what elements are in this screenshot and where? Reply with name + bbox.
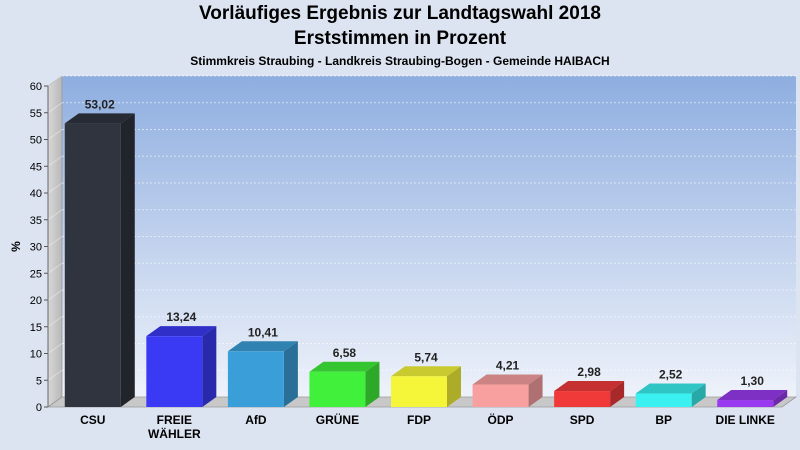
y-tick-label: 60 — [30, 81, 42, 93]
bar — [146, 326, 217, 407]
bar — [227, 341, 298, 407]
bar-value-label: 2,52 — [659, 368, 683, 382]
bar-top — [227, 341, 298, 352]
bar-front — [391, 376, 447, 407]
y-tick-label: 50 — [30, 135, 42, 147]
bar-top — [146, 326, 217, 337]
bar — [717, 390, 788, 407]
grid-line-side — [47, 343, 63, 354]
y-tick-label: 10 — [30, 349, 42, 361]
chart-title: Vorläufiges Ergebnis zur Landtagswahl 20… — [199, 3, 601, 24]
bar-top — [717, 390, 788, 401]
bar — [309, 361, 380, 407]
bar — [554, 381, 625, 407]
bar-side — [773, 390, 788, 407]
x-tick-label: CSU — [80, 413, 105, 427]
grid-line-side — [47, 155, 63, 167]
bar-top — [391, 366, 461, 377]
y-tick-label: 45 — [30, 161, 42, 173]
grid-line-side — [47, 236, 63, 247]
bar-value-label: 5,74 — [414, 350, 438, 364]
bar-side — [528, 374, 543, 407]
grid-line-side — [47, 75, 63, 87]
bar-front — [635, 393, 692, 407]
bar-front — [64, 123, 121, 407]
x-tick-label: FDP — [407, 413, 431, 427]
bar-value-label: 2,98 — [577, 365, 601, 379]
bar — [472, 374, 543, 407]
bar-top — [554, 381, 625, 392]
grid-line-side — [47, 102, 63, 114]
grid-line-side — [47, 316, 63, 328]
y-axis-label: % — [9, 241, 23, 252]
y-tick-label: 25 — [30, 268, 42, 280]
bar — [391, 366, 461, 407]
chart-subtitle: Erststimmen in Prozent — [293, 28, 507, 49]
bar-top — [635, 383, 706, 394]
bar-value-label: 10,41 — [248, 325, 278, 339]
y-axis: 0 5 10 15 20 25 30 35 40 45 50 55 60% — [9, 81, 49, 414]
bar-front — [309, 371, 366, 407]
grid-line-side — [47, 369, 63, 381]
bar-front — [472, 384, 529, 407]
bar-value-label: 53,02 — [85, 97, 115, 111]
bar-front — [554, 391, 611, 407]
bar-front — [146, 336, 203, 407]
bar-side — [447, 366, 461, 407]
bar-value-label: 1,30 — [741, 374, 765, 388]
x-tick-label: AfD — [245, 413, 267, 427]
y-tick-label: 55 — [30, 108, 42, 120]
y-tick-label: 30 — [30, 242, 42, 254]
grid-lines — [47, 75, 796, 381]
grid-line-side — [47, 182, 63, 194]
bar-side — [120, 113, 135, 407]
bar-side — [365, 361, 380, 407]
bar-side — [202, 326, 217, 407]
bar-value-label: 13,24 — [166, 310, 196, 324]
bar-side — [610, 381, 625, 407]
bar — [635, 383, 706, 407]
y-tick-label: 15 — [30, 322, 42, 334]
x-tick-label: ÖDP — [488, 412, 514, 427]
grid-line-side — [47, 262, 63, 274]
x-tick-label: FREIE — [157, 413, 192, 427]
x-tick-label: BP — [655, 413, 672, 427]
bar-front — [717, 400, 774, 407]
bar-value-label: 6,58 — [333, 346, 357, 360]
y-tick-label: 20 — [30, 295, 42, 307]
y-tick-label: 35 — [30, 215, 42, 227]
y-tick-label: 40 — [30, 188, 42, 200]
region-label: Stimmkreis Straubing - Landkreis Straubi… — [190, 54, 610, 68]
bar-side — [691, 383, 706, 407]
bars: 53,02 13,24 10,41 6,58 5,74 4,21 2,98 2,52 1,30 — [64, 97, 788, 407]
bar-top — [472, 374, 543, 385]
grid-line-side — [47, 289, 63, 301]
bar-top — [309, 361, 380, 372]
bar-value-label: 4,21 — [496, 358, 520, 372]
grid-line-side — [47, 209, 63, 221]
y-tick-label: 5 — [36, 375, 42, 387]
y-tick-label: 0 — [36, 402, 42, 414]
bar-front — [227, 351, 284, 407]
bar-side — [283, 341, 298, 407]
x-tick-label: SPD — [570, 413, 595, 427]
bar-top — [64, 113, 135, 124]
bar — [64, 113, 135, 407]
x-tick-label: WÄHLER — [148, 426, 201, 441]
x-tick-label: DIE LINKE — [716, 413, 775, 427]
x-tick-label: GRÜNE — [316, 412, 359, 427]
grid-line-side — [47, 129, 63, 140]
